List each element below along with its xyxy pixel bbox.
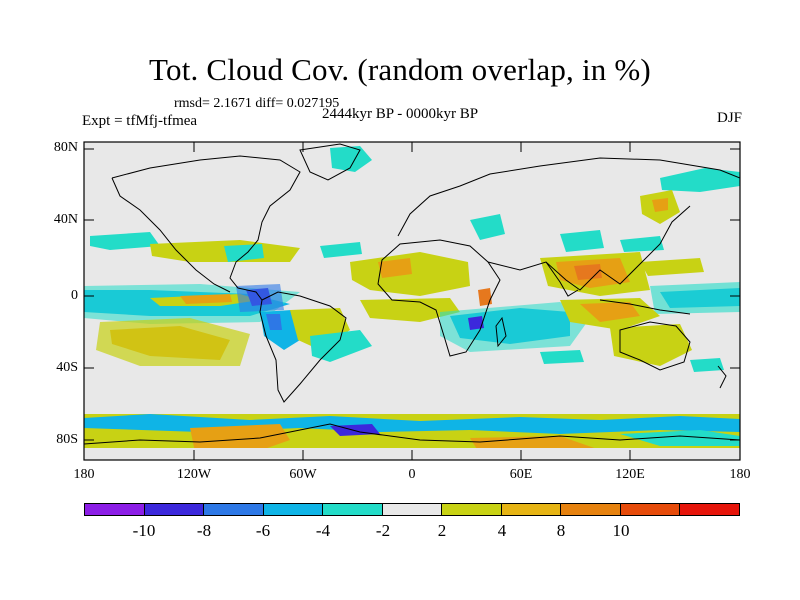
map-title: Tot. Cloud Cov. (random overlap, in %)	[149, 52, 651, 87]
coast-greenland	[299, 143, 361, 181]
sepacific-olive	[96, 318, 250, 366]
coast-europe	[397, 157, 740, 237]
colorbar-swatch	[382, 504, 443, 515]
east-africa-orange	[478, 288, 492, 306]
arctic-teal	[330, 146, 372, 172]
lon-label-120e: 120E	[615, 467, 645, 482]
stats-text: rmsd= 2.1671 diff= 0.027195	[174, 96, 340, 111]
bay-orange	[574, 264, 602, 280]
coast-south-america	[259, 291, 347, 403]
coast-australia	[619, 321, 691, 371]
lon-label-60e: 60E	[509, 467, 533, 482]
season-label: DJF	[716, 110, 742, 126]
coast-madagascar	[495, 316, 507, 348]
colorbar-swatch	[620, 504, 681, 515]
lon-label-0: 0	[408, 467, 416, 482]
na-teal	[224, 244, 264, 262]
lat-label-40n: 40N	[53, 212, 78, 227]
coast-indonesia	[599, 299, 691, 315]
tasman-teal	[690, 358, 724, 372]
s-indian-teal	[540, 350, 584, 364]
lon-label-60w: 60W	[289, 467, 317, 482]
lon-label-180w: 180	[73, 467, 95, 482]
lat-label-eq: 0	[71, 288, 78, 303]
colorbar	[84, 503, 740, 516]
maritime-orange	[580, 302, 640, 322]
colorbar-swatch	[323, 504, 383, 515]
colorbar-swatch	[144, 504, 205, 515]
colorbar-swatch	[561, 504, 621, 515]
colorbar-label: 2	[437, 521, 447, 540]
colorbar-label: -10	[132, 521, 156, 540]
lon-label-120w: 120W	[176, 467, 212, 482]
asia-teal	[560, 230, 604, 252]
coast-antarctica	[84, 423, 740, 445]
coast-india	[545, 261, 579, 297]
colorbar-label: 8	[556, 521, 566, 540]
coast-nz	[717, 365, 727, 389]
colorbar-label: -4	[315, 521, 331, 540]
samerica-blue	[266, 314, 282, 330]
colorbar-swatch	[442, 504, 502, 515]
colorbar-label: -6	[255, 521, 271, 540]
experiment-label: Expt = tfMfj-tfmea	[82, 113, 198, 129]
lat-label-40s: 40S	[56, 360, 78, 375]
antarctic-teal	[620, 430, 740, 446]
sahara-orange	[378, 258, 412, 278]
coast-africa	[377, 239, 501, 357]
indian-navy	[468, 316, 484, 330]
colorbar-swatch	[680, 504, 740, 515]
period-label: 2444kyr BP - 0000kyr BP	[322, 106, 479, 122]
colorbar-label: -2	[375, 521, 391, 540]
lon-label-180e: 180	[729, 467, 751, 482]
pacific-north-teal	[90, 232, 160, 250]
indian-teal	[440, 302, 590, 352]
coast-north-america	[111, 155, 301, 301]
axis-ticks	[84, 142, 740, 460]
pacific-west-olive	[640, 258, 704, 276]
australia-olive	[610, 324, 692, 366]
pacific-east-teal	[650, 282, 740, 314]
eurasia-teal	[470, 214, 505, 240]
arctic-teal-2	[660, 168, 740, 192]
lat-label-80s: 80S	[56, 432, 78, 447]
anomaly-fields	[84, 146, 740, 460]
arctic-orange	[652, 198, 668, 212]
coast-na-west	[111, 177, 231, 293]
equatorial-orange	[180, 294, 232, 304]
coast-asia-south	[487, 205, 691, 291]
guinea-olive	[360, 298, 460, 322]
lat-label-80n: 80N	[53, 140, 78, 155]
atlantic-teal	[320, 242, 362, 258]
colorbar-swatch	[204, 504, 264, 515]
colorbar-swatch	[85, 504, 145, 515]
colorbar-label: 4	[497, 521, 507, 540]
colorbar-label: -8	[196, 521, 212, 540]
colorbar-swatch	[501, 504, 562, 515]
colorbar-label: 10	[612, 521, 630, 540]
asia-teal-2	[620, 236, 664, 252]
coastlines	[84, 143, 740, 445]
colorbar-swatch	[263, 504, 324, 515]
